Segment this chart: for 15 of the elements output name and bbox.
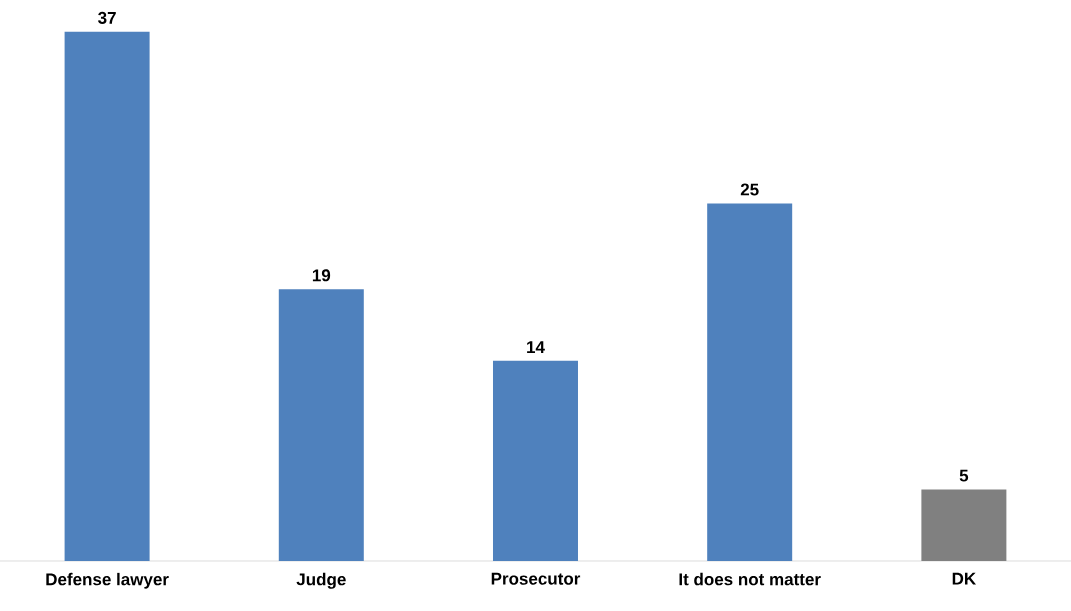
data-label: 14: [527, 341, 545, 353]
x-tick-label: It does not matter: [679, 572, 821, 586]
bar: [278, 289, 364, 561]
data-label: 25: [740, 183, 759, 196]
x-tick-label: Judge: [296, 572, 346, 589]
x-tick-label: Prosecutor: [491, 572, 581, 585]
bar: [921, 489, 1007, 561]
data-label: 5: [959, 469, 969, 482]
data-label: 19: [312, 269, 331, 282]
data-label: 37: [98, 11, 116, 24]
x-tick-label: DK: [952, 572, 976, 585]
x-tick-label: Defense lawyer: [46, 572, 169, 589]
bar: [707, 203, 793, 561]
bar: [64, 31, 150, 561]
bar: [492, 360, 578, 561]
